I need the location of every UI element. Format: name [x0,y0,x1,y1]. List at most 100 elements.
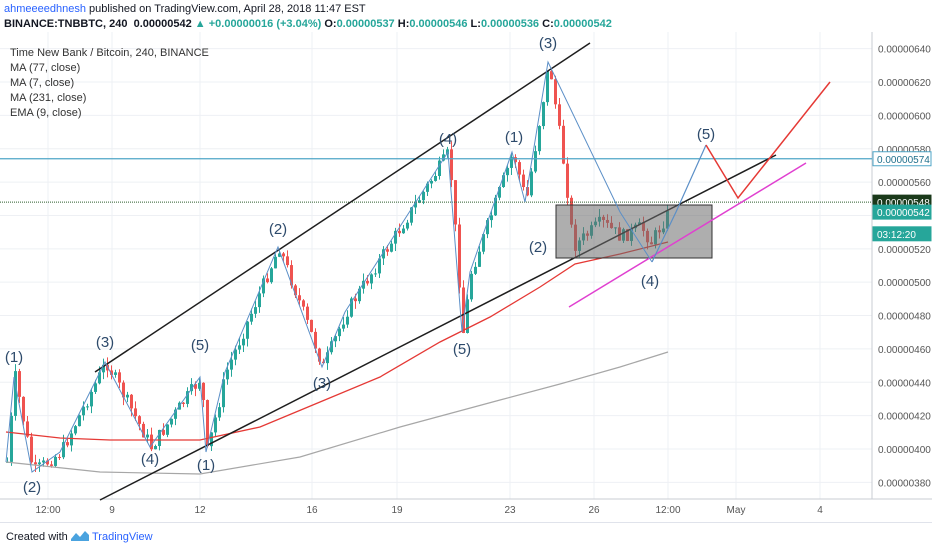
candle-body [242,338,245,346]
y-tick-label: 0.00000600 [878,111,931,122]
y-tick-label: 0.00000500 [878,278,931,289]
price-label-bg [872,226,932,242]
candle-body [122,382,125,398]
legend-ema9[interactable]: EMA (9, close) [10,107,82,119]
candle-body [350,298,353,317]
wave-label: (2) [529,239,547,256]
legend-ma7[interactable]: MA (7, close) [10,77,75,89]
candle-body [146,434,149,438]
candle-body [174,409,177,419]
candle-body [238,345,241,350]
candle-body [546,71,549,103]
candle-body [166,424,169,435]
candle-body [318,348,321,362]
price-label: 0.00000574 [877,155,930,166]
author-link[interactable]: ahmeeeedhnesh [4,3,86,15]
candle-body [250,313,253,322]
candle-body [426,183,429,192]
y-tick-label: 0.00000620 [878,78,931,89]
created-with-text: Created with [6,531,68,543]
candle-body [438,160,441,177]
candle-body [506,167,509,176]
candle-body [398,230,401,234]
candle-body [22,396,25,422]
candle-body [334,336,337,342]
price-chart[interactable]: 0.00000640 0.00000620 0.00000600 0.00000580… [0,32,932,522]
candle-body [102,364,105,373]
candle-body [110,370,113,375]
candle-body [258,293,261,308]
publish-info: published on TradingView.com, April 28, … [85,3,366,15]
y-tick-label: 0.00000520 [878,245,931,256]
candle-body [162,429,165,435]
candle-body [234,349,237,360]
candle-body [342,324,345,329]
candle-body [378,258,381,274]
wave-label: (4) [141,451,159,468]
candle-body [494,197,497,216]
price-label-bg [872,204,932,220]
candle-body [390,243,393,252]
x-tick-label: 16 [306,505,318,516]
candle-body [282,253,285,257]
chart-legend: Time New Bank / Bitcoin, 240, BINANCE MA… [10,46,209,121]
candle-body [454,180,457,225]
y-tick-label: 0.00000380 [878,478,931,489]
candle-body [78,415,81,427]
candle-body [46,460,49,465]
y-tick-label: 0.00000580 [878,145,931,156]
symbol-label: BINANCE:TNBBTC, 240 [4,18,128,30]
candle-body [354,298,357,302]
chart-header: ahmeeeedhnesh published on TradingView.c… [0,0,932,32]
x-tick-label: 12:00 [35,505,60,516]
wave-label: (3) [313,375,331,392]
wave-label: (1) [197,457,215,474]
candle-body [158,429,161,447]
candle-body [402,228,405,234]
candle-body [502,175,505,188]
candle-body [394,230,397,244]
wave-label: (1) [5,349,23,366]
candle-body [486,220,489,235]
consolidation-box [555,204,713,259]
close-value: 0.00000542 [553,18,612,30]
candle-body [430,180,433,184]
candle-body [254,307,257,314]
candle-body [214,417,217,433]
candle-body [286,256,289,266]
legend-title: Time New Bank / Bitcoin, 240, BINANCE [10,47,209,59]
candle-body [50,464,53,466]
candle-body [154,446,157,450]
candle-body [362,280,365,289]
footer: Created with TradingView [0,522,932,551]
x-tick-label: 19 [391,505,403,516]
ma77-line [5,241,669,441]
x-tick-label: 12:00 [655,505,680,516]
candle-body [118,372,121,383]
wave-label: (3) [539,35,557,52]
candle-body [542,102,545,127]
candle-body [338,328,341,337]
candle-body [226,369,229,380]
candle-body [434,176,437,181]
candle-body [346,316,349,325]
candle-body [470,273,473,300]
candle-body [478,251,481,267]
price-label: 0.00000542 [877,208,930,219]
legend-ma77[interactable]: MA (77, close) [10,62,81,74]
candle-body [66,442,69,446]
candle-body [358,288,361,302]
legend-ma231[interactable]: MA (231, close) [10,92,87,104]
candle-body [458,224,461,288]
candle-body [90,391,93,407]
wave-label: (1) [505,129,523,146]
chart-area[interactable]: 0.00000640 0.00000620 0.00000600 0.00000580… [0,32,932,522]
tradingview-brand-link[interactable]: TradingView [92,531,153,543]
candle-body [98,372,101,384]
magenta-support-line [568,162,807,308]
candle-body [534,151,537,172]
candle-body [550,71,553,80]
candle-body [210,432,213,447]
y-tick-label: 0.00000400 [878,445,931,456]
candle-body [42,460,45,463]
